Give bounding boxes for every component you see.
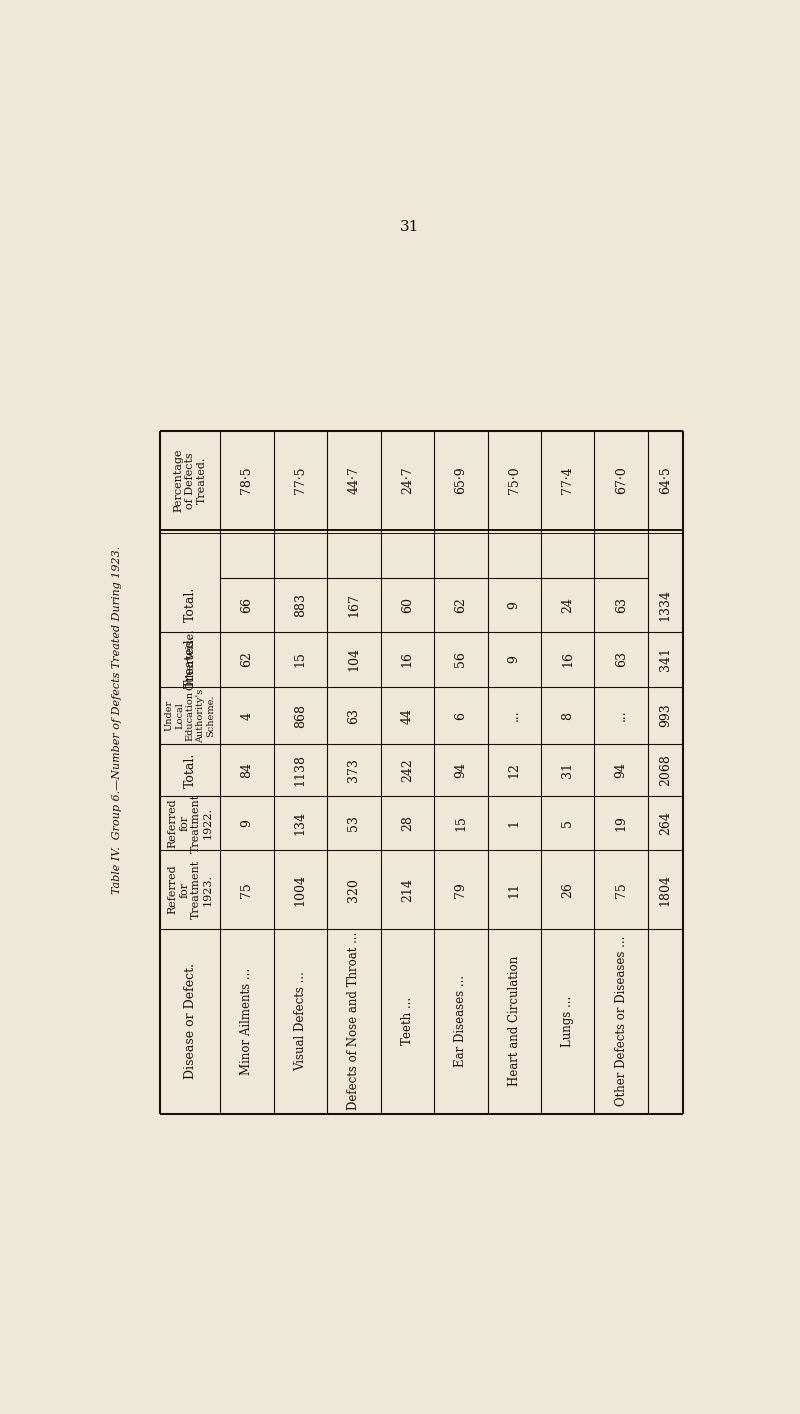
- Text: 373: 373: [347, 758, 360, 782]
- Text: 883: 883: [294, 592, 307, 617]
- Text: 67·0: 67·0: [614, 467, 628, 495]
- Text: 62: 62: [240, 652, 254, 667]
- Text: 264: 264: [659, 812, 672, 836]
- Text: Ear Diseases ...: Ear Diseases ...: [454, 976, 467, 1068]
- Text: Disease or Defect.: Disease or Defect.: [184, 963, 197, 1079]
- Text: 15: 15: [454, 816, 467, 831]
- Text: 1138: 1138: [294, 754, 307, 786]
- Text: 9: 9: [240, 820, 254, 827]
- Text: 16: 16: [401, 652, 414, 667]
- Text: 63: 63: [614, 597, 628, 612]
- Text: 79: 79: [454, 882, 467, 898]
- Text: Percentage
of Defects
Treated.: Percentage of Defects Treated.: [174, 448, 207, 512]
- Text: 134: 134: [294, 812, 307, 836]
- Text: ...: ...: [614, 710, 628, 721]
- Text: 77·5: 77·5: [294, 467, 307, 493]
- Text: 65·9: 65·9: [454, 467, 467, 493]
- Text: 11: 11: [508, 882, 521, 898]
- Text: 94: 94: [614, 762, 628, 778]
- Text: Under
Local
Education
Authority's
Scheme.: Under Local Education Authority's Scheme…: [165, 689, 215, 742]
- Text: 26: 26: [562, 882, 574, 898]
- Text: 1004: 1004: [294, 874, 307, 905]
- Text: Referred
for
Treatment
1923.: Referred for Treatment 1923.: [168, 860, 213, 919]
- Text: 44·7: 44·7: [347, 467, 360, 495]
- Text: Defects of Nose and Throat ...: Defects of Nose and Throat ...: [347, 932, 360, 1110]
- Text: Table IV.  Group 6.—Number of Defects Treated During 1923.: Table IV. Group 6.—Number of Defects Tre…: [112, 546, 122, 894]
- Text: 15: 15: [294, 652, 307, 667]
- Text: 31: 31: [400, 219, 420, 233]
- Text: Lungs ...: Lungs ...: [562, 995, 574, 1046]
- Text: 24: 24: [562, 597, 574, 612]
- Text: 2068: 2068: [659, 754, 672, 786]
- Text: 9: 9: [508, 656, 521, 663]
- Text: 167: 167: [347, 592, 360, 617]
- Text: 31: 31: [562, 762, 574, 778]
- Text: Referred
for
Treatment
1922.: Referred for Treatment 1922.: [168, 793, 213, 853]
- Text: Visual Defects ...: Visual Defects ...: [294, 971, 307, 1072]
- Text: 320: 320: [347, 878, 360, 902]
- Text: 1804: 1804: [659, 874, 672, 905]
- Text: 63: 63: [347, 707, 360, 724]
- Text: 8: 8: [562, 711, 574, 720]
- Text: Total.: Total.: [184, 752, 197, 788]
- Text: 84: 84: [240, 762, 254, 778]
- Text: 75: 75: [614, 882, 628, 898]
- Text: 64·5: 64·5: [659, 467, 672, 495]
- Text: 60: 60: [401, 597, 414, 612]
- Text: 12: 12: [508, 762, 521, 778]
- Text: 341: 341: [659, 648, 672, 672]
- Text: Other Defects or Diseases ...: Other Defects or Diseases ...: [614, 936, 628, 1107]
- Text: 66: 66: [240, 597, 254, 612]
- Text: Teeth ...: Teeth ...: [401, 997, 414, 1045]
- Text: Heart and Circulation: Heart and Circulation: [508, 956, 521, 1086]
- Text: Minor Ailments ...: Minor Ailments ...: [240, 967, 254, 1075]
- Text: 44: 44: [401, 707, 414, 724]
- Text: 993: 993: [659, 704, 672, 727]
- Text: 24·7: 24·7: [401, 467, 414, 493]
- Text: 62: 62: [454, 597, 467, 612]
- Text: 78·5: 78·5: [240, 467, 254, 493]
- Text: 1: 1: [508, 819, 521, 827]
- Text: ...: ...: [508, 710, 521, 721]
- Text: 63: 63: [614, 652, 628, 667]
- Text: 19: 19: [614, 816, 628, 831]
- Text: 56: 56: [454, 652, 467, 667]
- Text: 868: 868: [294, 704, 307, 728]
- Text: 214: 214: [401, 878, 414, 902]
- Text: 53: 53: [347, 816, 360, 831]
- Text: 242: 242: [401, 758, 414, 782]
- Text: 75: 75: [240, 882, 254, 898]
- Text: 104: 104: [347, 648, 360, 672]
- Text: Otherwise.: Otherwise.: [186, 629, 195, 690]
- Text: 5: 5: [562, 820, 574, 827]
- Text: 77·4: 77·4: [562, 467, 574, 493]
- Text: 6: 6: [454, 711, 467, 720]
- Text: 28: 28: [401, 816, 414, 831]
- Text: 75·0: 75·0: [508, 467, 521, 493]
- Text: 9: 9: [508, 601, 521, 608]
- Text: 4: 4: [240, 711, 254, 720]
- Text: Treated.: Treated.: [184, 633, 197, 687]
- Text: 94: 94: [454, 762, 467, 778]
- Text: 16: 16: [562, 652, 574, 667]
- Text: Total.: Total.: [184, 587, 197, 622]
- Text: 1334: 1334: [659, 588, 672, 621]
